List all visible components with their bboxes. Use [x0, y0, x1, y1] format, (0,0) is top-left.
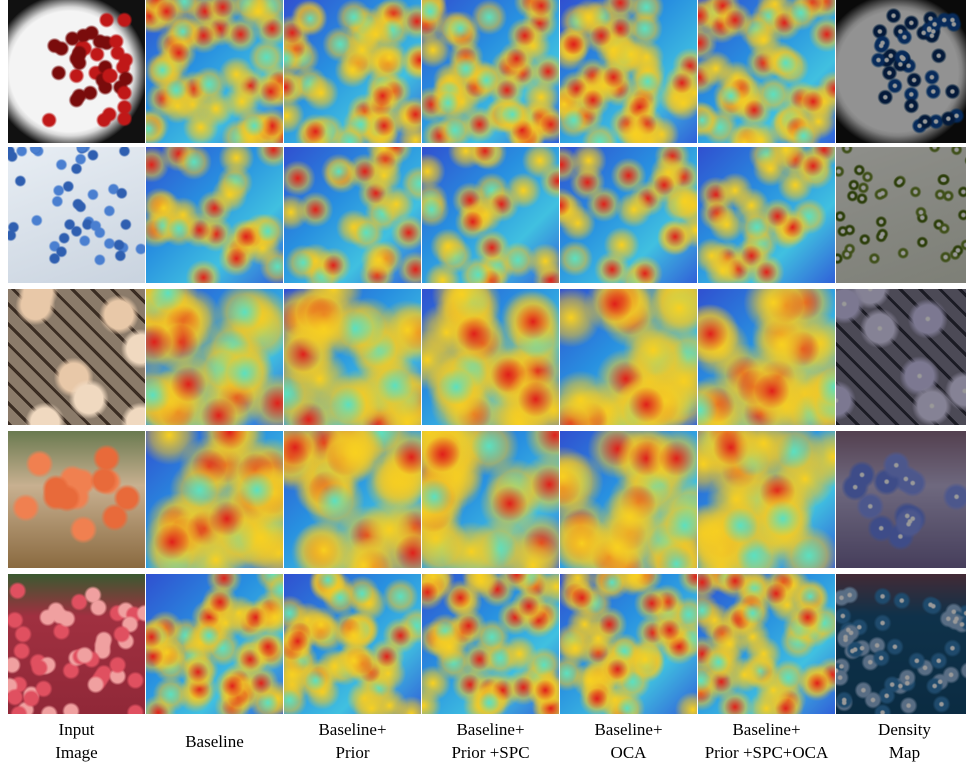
label-line: Prior +SPC	[451, 741, 529, 764]
heatmap	[698, 574, 835, 714]
heatmap	[698, 0, 835, 143]
label-line: Prior	[336, 741, 370, 764]
column-label: Baseline+Prior +SPC+OCA	[688, 716, 845, 766]
heatmap	[284, 574, 421, 714]
density-map	[836, 574, 966, 714]
heatmap	[146, 147, 283, 283]
label-line: Baseline	[185, 730, 244, 753]
label-line: Density	[878, 718, 931, 741]
column-label: Baseline+Prior	[274, 716, 431, 766]
label-line: Prior +SPC+OCA	[705, 741, 829, 764]
label-line: Baseline+	[318, 718, 386, 741]
column-label: Baseline+Prior +SPC	[412, 716, 569, 766]
heatmap	[284, 431, 421, 568]
heatmap	[698, 147, 835, 283]
heatmap	[284, 147, 421, 283]
heatmap	[560, 147, 697, 283]
column-label: Baseline+OCA	[550, 716, 707, 766]
density-map	[836, 147, 966, 283]
label-line: Map	[889, 741, 920, 764]
input-image	[8, 0, 145, 143]
heatmap	[422, 574, 559, 714]
heatmap	[284, 289, 421, 425]
heatmap	[560, 431, 697, 568]
heatmap	[560, 574, 697, 714]
heatmap	[422, 289, 559, 425]
label-line: OCA	[611, 741, 647, 764]
label-line: Input	[59, 718, 95, 741]
figure: InputImageBaselineBaseline+PriorBaseline…	[0, 0, 966, 766]
input-image	[8, 574, 145, 714]
label-line: Baseline+	[456, 718, 524, 741]
density-map	[836, 0, 966, 143]
input-image	[8, 289, 145, 425]
density-map	[836, 431, 966, 568]
density-map	[836, 289, 966, 425]
heatmap	[560, 289, 697, 425]
heatmap	[146, 574, 283, 714]
heatmap	[146, 289, 283, 425]
input-image	[8, 431, 145, 568]
heatmap	[284, 0, 421, 143]
heatmap	[146, 0, 283, 143]
heatmap	[560, 0, 697, 143]
heatmap	[146, 431, 283, 568]
heatmap	[422, 431, 559, 568]
input-image	[8, 147, 145, 283]
column-label: Baseline	[136, 716, 293, 766]
heatmap	[422, 0, 559, 143]
heatmap	[422, 147, 559, 283]
heatmap	[698, 431, 835, 568]
heatmap	[698, 289, 835, 425]
label-line: Baseline+	[594, 718, 662, 741]
label-line: Image	[55, 741, 97, 764]
label-line: Baseline+	[732, 718, 800, 741]
